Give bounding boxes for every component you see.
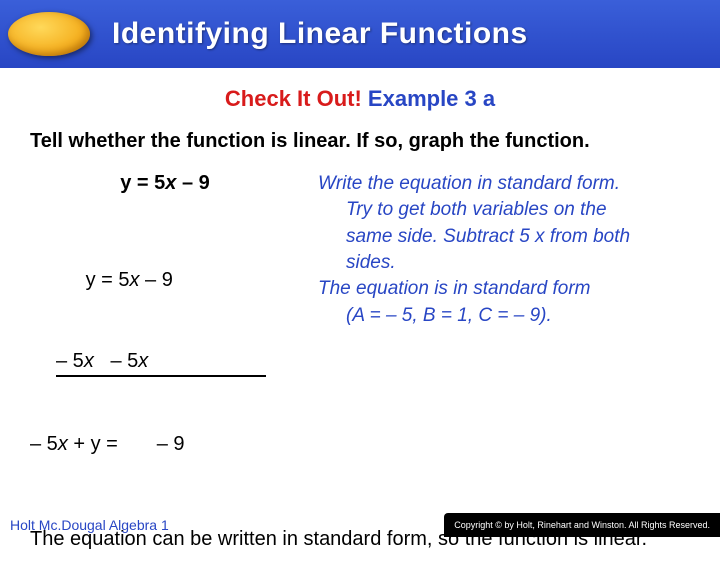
equation-work-column: y = 5x – 9 y = 5x – 9 – 5x – 5x – 5x + y… xyxy=(30,172,300,512)
explain-line: The equation is in standard form xyxy=(318,277,690,301)
check-it-out-label: Check It Out! xyxy=(225,86,362,111)
eq-part: – 9 xyxy=(176,172,209,194)
text: – 5 xyxy=(30,433,58,455)
copyright-text: Copyright © by Holt, Rinehart and Winsto… xyxy=(454,520,710,530)
page-title: Identifying Linear Functions xyxy=(112,17,528,51)
explain-line: same side. Subtract 5 x from both xyxy=(318,225,690,249)
footer-bar: Holt Mc.Dougal Algebra 1 Copyright © by … xyxy=(0,510,720,540)
explain-line: Try to get both variables on the xyxy=(318,198,690,222)
explain-line: Write the equation in standard form. xyxy=(318,172,690,196)
footer-textbook-title: Holt Mc.Dougal Algebra 1 xyxy=(0,517,444,533)
text: – 5 xyxy=(56,350,84,372)
explain-line: sides. xyxy=(318,251,690,275)
text: – 5 xyxy=(94,350,138,372)
var-x: x xyxy=(84,350,94,372)
two-column-layout: y = 5x – 9 y = 5x – 9 – 5x – 5x – 5x + y… xyxy=(30,172,690,512)
oval-emblem-icon xyxy=(8,12,90,56)
given-equation: y = 5x – 9 xyxy=(30,172,300,195)
example-heading: Check It Out! Example 3 a xyxy=(30,86,690,112)
footer-copyright: Copyright © by Holt, Rinehart and Winsto… xyxy=(444,513,720,537)
example-number: Example 3 a xyxy=(368,86,495,111)
header-bar: Identifying Linear Functions xyxy=(0,0,720,68)
text: – 9 xyxy=(139,269,172,291)
problem-prompt: Tell whether the function is linear. If … xyxy=(30,128,690,154)
explanation-column: Write the equation in standard form. Try… xyxy=(318,172,690,512)
var-x: x xyxy=(129,269,139,291)
text: y = 5 xyxy=(30,269,129,291)
explain-line: (A = – 5, B = 1, C = – 9). xyxy=(318,304,690,328)
var-x: x xyxy=(138,350,148,372)
work-line-2-subtract: – 5x – 5x xyxy=(56,348,266,377)
work-line-3-result: – 5x + y = – 9 xyxy=(30,431,300,458)
text: + y = – 9 xyxy=(68,433,185,455)
work-line-1: y = 5x – 9 xyxy=(30,267,300,294)
content-area: Check It Out! Example 3 a Tell whether t… xyxy=(0,68,720,562)
eq-part: y = 5 xyxy=(120,172,165,194)
algebra-work: y = 5x – 9 – 5x – 5x – 5x + y = – 9 xyxy=(30,213,300,512)
var-x: x xyxy=(58,433,68,455)
eq-variable-x: x xyxy=(165,172,176,194)
